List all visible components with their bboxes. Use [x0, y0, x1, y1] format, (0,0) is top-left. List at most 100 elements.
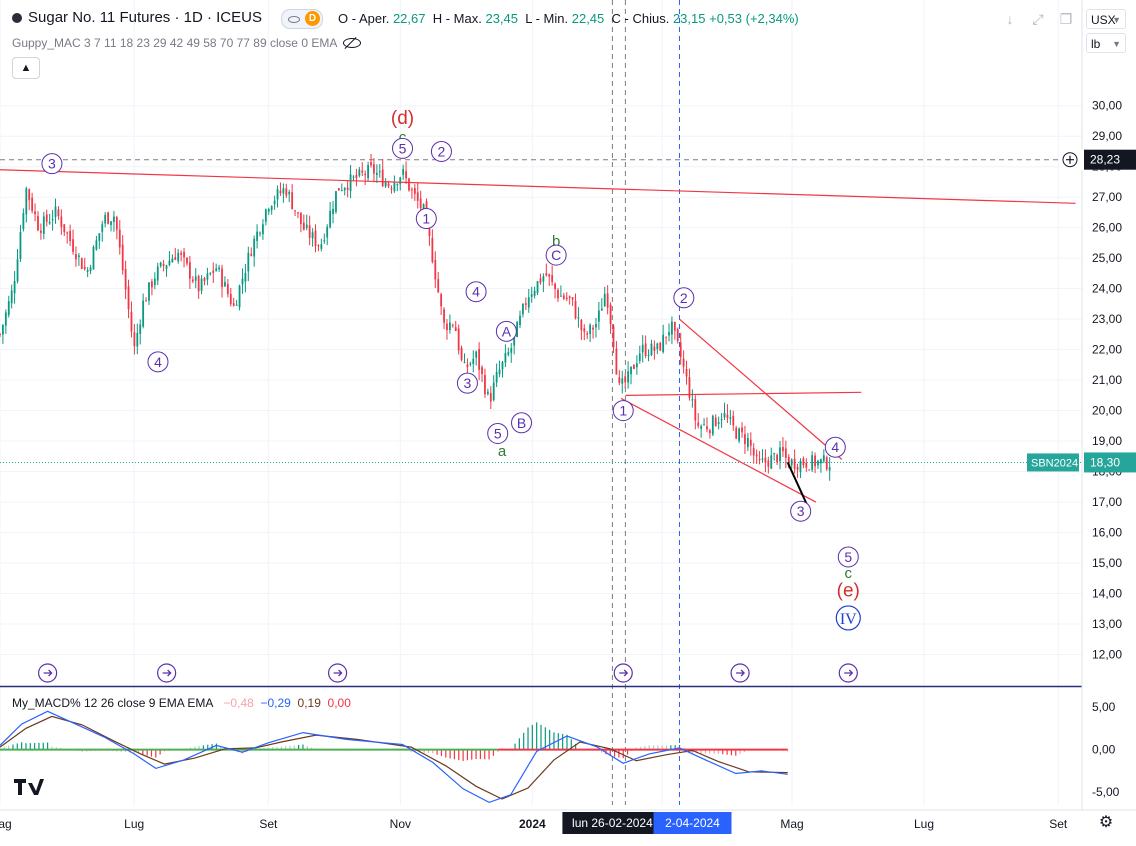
- candle-body: [180, 252, 183, 255]
- macd-legend[interactable]: My_MACD% 12 26 close 9 EMA EMA −0,48 −0,…: [12, 696, 351, 710]
- arrow-down-icon[interactable]: ↓: [1006, 11, 1014, 27]
- candle-body: [375, 172, 378, 175]
- candle-body: [16, 259, 19, 282]
- candle-body: [250, 253, 253, 256]
- candle-body: [551, 275, 554, 282]
- candle-body: [408, 178, 410, 191]
- candle-body: [302, 222, 305, 230]
- candle-body: [498, 369, 501, 374]
- candle-body: [486, 391, 489, 394]
- candle-body: [77, 255, 80, 258]
- candle-body: [630, 366, 632, 375]
- trendline: [679, 318, 843, 460]
- unit-selector[interactable]: lb ▼: [1086, 33, 1126, 53]
- candle-body: [124, 269, 127, 290]
- wave-label: IV: [840, 611, 857, 628]
- candle-body: [697, 422, 700, 426]
- trendlines: [0, 169, 1076, 506]
- chevron-up-icon: ▲: [20, 62, 32, 74]
- candle-body: [244, 272, 247, 282]
- candle-body: [92, 247, 95, 270]
- y-tick-label: 21,00: [1092, 373, 1122, 387]
- wave-label: 3: [48, 156, 56, 172]
- eye-off-icon[interactable]: [343, 38, 362, 48]
- candle-body: [726, 414, 729, 418]
- candle-body: [340, 189, 343, 191]
- candle-body: [790, 459, 793, 466]
- candle-body: [586, 333, 589, 335]
- settings-gear-icon[interactable]: ⚙: [1098, 814, 1114, 831]
- candle-body: [650, 343, 653, 356]
- collapse-button[interactable]: ▲: [12, 57, 40, 79]
- indicator-legend[interactable]: Guppy_MAC 3 7 11 18 23 29 42 49 58 70 77…: [12, 36, 362, 50]
- x-tick-label: Mag: [780, 817, 803, 831]
- tradingview-logo[interactable]: [14, 779, 46, 800]
- candle-body: [811, 455, 814, 470]
- candle-body: [744, 434, 746, 445]
- candle-body: [820, 459, 822, 464]
- candle-body: [764, 457, 767, 463]
- chart-header: Sugar No. 11 Futures · 1D · ICEUS D O - …: [0, 0, 1126, 53]
- candle-body: [583, 328, 586, 332]
- candle-body: [358, 169, 361, 176]
- wave-circle: [147, 351, 169, 373]
- candle-body: [215, 268, 218, 271]
- candle-body: [574, 300, 577, 319]
- candle-body: [346, 187, 349, 190]
- macd-tick-label: 0,00: [1092, 743, 1116, 757]
- candle-body: [522, 304, 524, 315]
- visibility-pill[interactable]: D: [281, 9, 323, 29]
- candle-body: [635, 363, 638, 368]
- candle-body: [685, 369, 688, 377]
- restore-icon[interactable]: ❐: [1059, 11, 1073, 27]
- candle-body: [130, 311, 133, 332]
- candle-body: [317, 245, 320, 247]
- candle-body: [48, 221, 51, 224]
- chevron-down-icon: ▼: [1112, 39, 1121, 49]
- candle-body: [262, 224, 264, 235]
- y-tick-label: 22,00: [1092, 343, 1122, 357]
- candle-body: [282, 188, 285, 194]
- candle-body: [440, 294, 443, 307]
- candle-body: [431, 237, 434, 263]
- candle-body: [42, 216, 45, 234]
- y-tick-label: 12,00: [1092, 648, 1122, 662]
- candle-body: [784, 448, 787, 458]
- reference-lines: [0, 159, 1082, 463]
- wave-label: (d): [391, 108, 414, 129]
- candle-body: [98, 233, 101, 241]
- y-tick-label: 13,00: [1092, 617, 1122, 631]
- candle-body: [422, 204, 425, 212]
- candle-body: [0, 334, 1, 336]
- candle-body: [186, 257, 188, 264]
- eye-icon[interactable]: [288, 16, 300, 23]
- fullscreen-icon[interactable]: ⤢: [1032, 11, 1044, 27]
- wave-circle: [837, 546, 859, 568]
- candle-body: [714, 417, 717, 427]
- candle-body: [761, 458, 764, 460]
- candle-body: [796, 467, 799, 470]
- y-tick-label: 15,00: [1092, 556, 1122, 570]
- candle-body: [504, 353, 507, 363]
- candle-body: [4, 312, 7, 326]
- candle-body: [241, 278, 244, 285]
- candle-body: [387, 183, 390, 187]
- candle-body: [320, 244, 323, 249]
- currency-selector[interactable]: USX ▼: [1086, 9, 1126, 29]
- candle-body: [776, 454, 778, 463]
- wave-label: a: [498, 443, 507, 460]
- candle-body: [151, 281, 153, 288]
- candle-body: [752, 448, 755, 456]
- candle-body: [545, 273, 548, 276]
- candle-body: [793, 458, 796, 470]
- candle-body: [34, 211, 36, 215]
- candle-body: [779, 447, 781, 462]
- wave-label: 5: [844, 549, 852, 565]
- candle-body: [580, 320, 583, 331]
- candle-body: [533, 290, 536, 296]
- x-tick-label: Lug: [914, 817, 934, 831]
- symbol-title[interactable]: Sugar No. 11 Futures · 1D · ICEUS: [12, 9, 262, 26]
- candle-body: [235, 304, 238, 306]
